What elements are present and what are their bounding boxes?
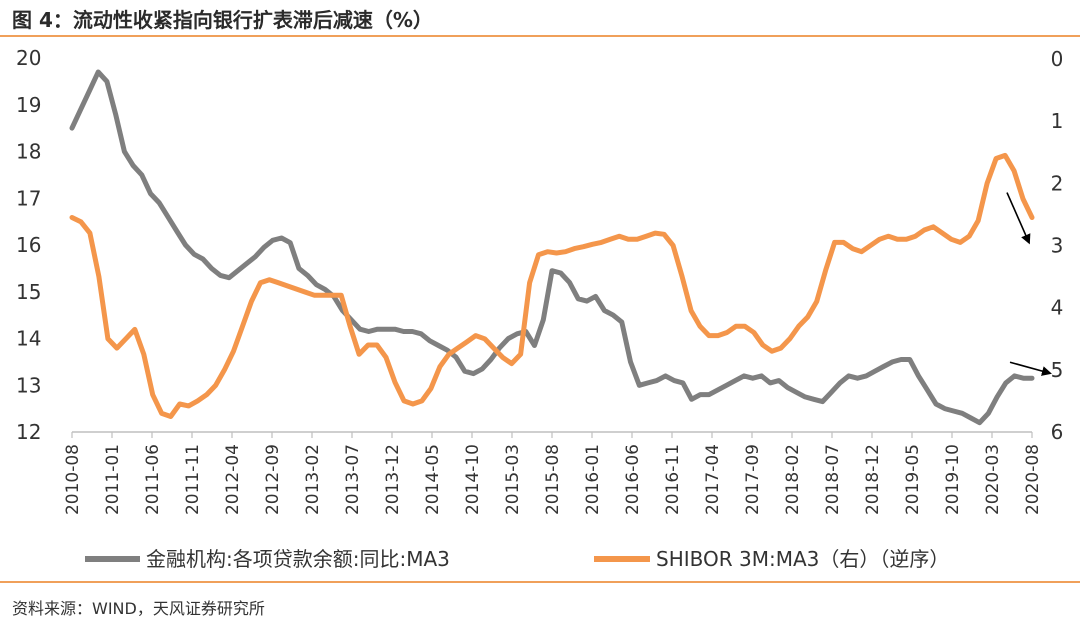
x-tick-label: 2016-11: [663, 444, 683, 515]
y-tick-left-label: 13: [16, 373, 41, 397]
y-tick-right-label: 5: [1051, 358, 1064, 382]
left-axis-ticks: 20 19 18 17 16 15 14 13 12: [16, 46, 41, 444]
x-tick-label: 2010-08: [63, 444, 83, 515]
series-line-shibor: [69, 152, 1035, 419]
y-tick-left-label: 18: [16, 140, 41, 164]
y-tick-left-label: 19: [16, 93, 41, 117]
legend-label-loans: 金融机构:各项贷款余额:同比:MA3: [146, 547, 450, 571]
x-tick-label: 2020-08: [1023, 444, 1043, 515]
legend-label-shibor: SHIBOR 3M:MA3（右）（逆序）: [656, 547, 949, 571]
x-axis-ticks: 2010-08 2011-01 2011-06 2011-11 2012-04 2012-…: [63, 432, 1043, 515]
x-tick-label: 2013-07: [343, 444, 363, 515]
y-tick-left-label: 15: [16, 280, 41, 304]
x-tick-label: 2011-11: [183, 444, 203, 515]
x-tick-label: 2015-03: [503, 444, 523, 515]
y-tick-left-label: 14: [16, 327, 41, 351]
header-divider: [0, 35, 1080, 37]
x-tick-label: 2019-05: [903, 444, 923, 515]
x-tick-label: 2012-09: [263, 444, 283, 515]
series-line-loans: [69, 69, 1035, 426]
legend: 金融机构:各项贷款余额:同比:MA3 SHIBOR 3M:MA3（右）（逆序）: [85, 547, 949, 571]
y-tick-left-label: 20: [16, 46, 41, 70]
x-tick-label: 2016-01: [583, 444, 603, 515]
source-note: 资料来源：WIND，天风证券研究所: [12, 599, 265, 618]
x-tick-label: 2015-08: [543, 444, 563, 515]
x-tick-label: 2018-02: [783, 444, 803, 515]
x-tick-label: 2018-12: [863, 444, 883, 515]
arrow-loans: [1009, 361, 1052, 376]
x-tick-label: 2011-06: [143, 444, 163, 515]
x-tick-label: 2018-07: [823, 444, 843, 515]
y-tick-right-label: 2: [1051, 171, 1064, 195]
y-tick-right-label: 6: [1051, 420, 1064, 444]
y-tick-right-label: 1: [1051, 109, 1064, 133]
y-tick-right-label: 4: [1051, 296, 1064, 320]
x-tick-label: 2011-01: [103, 444, 123, 515]
x-tick-label: 2017-04: [703, 444, 723, 515]
y-tick-right-label: 3: [1051, 234, 1064, 258]
footer-divider: [0, 581, 1080, 583]
x-tick-label: 2012-04: [223, 444, 243, 515]
chart-title: 图 4：流动性收紧指向银行扩表滞后减速（%）: [12, 8, 433, 32]
x-tick-label: 2014-05: [423, 444, 443, 515]
x-tick-label: 2014-10: [463, 444, 483, 515]
y-tick-left-label: 12: [16, 420, 41, 444]
right-axis-ticks: 0 1 2 3 4 5 6: [1051, 47, 1064, 444]
x-tick-label: 2013-02: [303, 444, 323, 515]
y-tick-right-label: 0: [1051, 47, 1064, 71]
x-tick-label: 2020-03: [983, 444, 1003, 515]
y-tick-left-label: 16: [16, 233, 41, 257]
annotations-layer: [1006, 192, 1052, 376]
x-tick-label: 2019-10: [943, 444, 963, 515]
arrow-shibor: [1006, 192, 1031, 245]
series-layer: [69, 69, 1035, 426]
y-tick-left-label: 17: [16, 186, 41, 210]
x-tick-label: 2017-09: [743, 444, 763, 515]
x-tick-label: 2016-06: [623, 444, 643, 515]
x-tick-label: 2013-12: [383, 444, 403, 515]
